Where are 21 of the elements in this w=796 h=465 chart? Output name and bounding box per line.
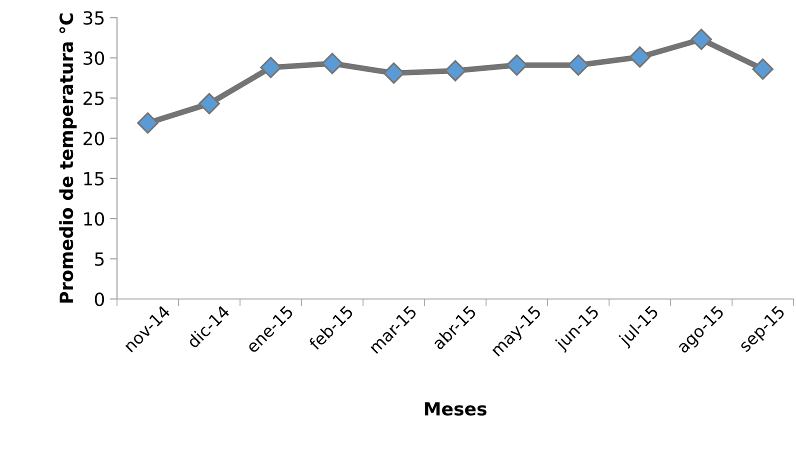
- point: [260, 56, 282, 78]
- y-tick-label: 20: [84, 132, 104, 146]
- point: [198, 93, 220, 114]
- y-axis-title: Promedio de temperatura °C: [59, 14, 77, 303]
- y-tick-label: 10: [84, 212, 104, 226]
- y-tick-label: 0: [94, 292, 104, 306]
- point: [322, 52, 343, 74]
- x-axis-title: Meses: [424, 402, 486, 416]
- point: [137, 112, 158, 134]
- y-tick-label: 35: [84, 11, 104, 25]
- y-tick-label: 25: [84, 92, 104, 106]
- y-tick-label: 5: [95, 252, 104, 266]
- point: [506, 54, 528, 76]
- point: [383, 62, 404, 84]
- point: [690, 28, 712, 50]
- point: [752, 58, 774, 80]
- y-tick-label: 30: [84, 51, 104, 65]
- point: [629, 46, 650, 68]
- point: [444, 60, 466, 82]
- point: [568, 54, 589, 76]
- y-tick-label: 15: [84, 172, 104, 186]
